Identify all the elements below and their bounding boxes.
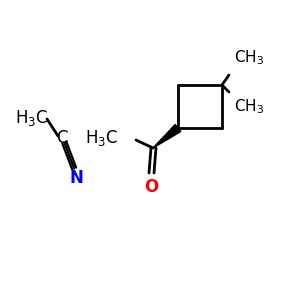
Text: H$_3$C: H$_3$C xyxy=(15,108,48,128)
Text: C: C xyxy=(56,129,68,147)
Polygon shape xyxy=(153,124,181,148)
Text: H$_3$C: H$_3$C xyxy=(85,128,118,148)
Text: CH$_3$: CH$_3$ xyxy=(234,48,264,67)
Text: CH$_3$: CH$_3$ xyxy=(234,97,264,116)
Text: O: O xyxy=(144,178,158,196)
Text: N: N xyxy=(69,169,83,187)
